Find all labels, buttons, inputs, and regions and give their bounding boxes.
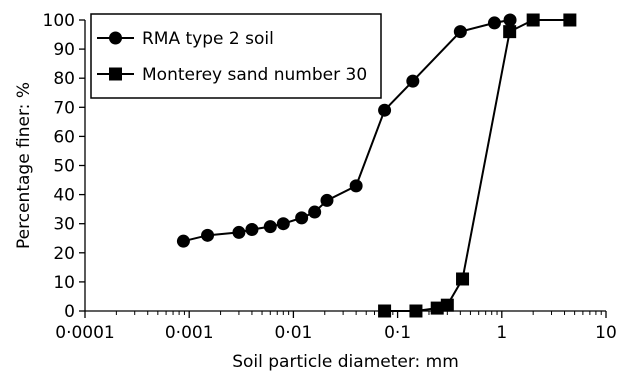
data-point-circle xyxy=(201,228,215,242)
legend-box xyxy=(90,13,382,99)
legend-label: Monterey sand number 30 xyxy=(142,65,367,85)
series-line xyxy=(384,19,570,312)
data-point-circle xyxy=(487,16,501,30)
y-tick-label: 80 xyxy=(53,69,75,89)
x-tick-label: 10 xyxy=(595,323,617,343)
data-point-circle xyxy=(263,220,277,234)
data-point-circle xyxy=(503,13,517,27)
data-point-circle xyxy=(308,205,322,219)
data-point-circle xyxy=(320,193,334,207)
data-point-circle xyxy=(276,217,290,231)
x-axis-ticks: 0·0001 0·001 0·01 0·1 1 10 xyxy=(55,311,617,343)
data-point-circle xyxy=(295,211,309,225)
x-axis-label: Soil particle diameter: mm xyxy=(232,352,459,372)
data-point-circle xyxy=(453,25,467,39)
data-point-circle xyxy=(406,74,420,88)
data-point-square xyxy=(503,25,517,39)
data-point-square xyxy=(526,13,540,27)
y-tick-label: 70 xyxy=(53,98,75,118)
x-tick-label: 1 xyxy=(496,323,507,343)
data-point-square xyxy=(378,304,392,318)
x-tick-label: 0·01 xyxy=(274,323,312,343)
y-tick-label: 40 xyxy=(53,186,75,206)
series-rma-type-2-soil xyxy=(176,13,517,248)
data-point-square xyxy=(456,272,470,286)
data-point-circle xyxy=(378,103,392,117)
y-tick-label: 10 xyxy=(53,273,75,293)
y-tick-label: 0 xyxy=(64,302,75,322)
data-point-circle xyxy=(176,234,190,248)
data-point-square xyxy=(409,304,423,318)
y-tick-label: 30 xyxy=(53,215,75,235)
legend-label: RMA type 2 soil xyxy=(142,29,274,49)
legend-marker-circle xyxy=(109,31,122,45)
y-tick-label: 90 xyxy=(53,40,75,60)
data-point-square xyxy=(430,301,444,315)
y-tick-label: 20 xyxy=(53,244,75,264)
data-point-circle xyxy=(245,223,259,237)
data-point-square xyxy=(563,13,577,27)
series-monterey-sand-30 xyxy=(378,13,577,318)
x-tick-label: 0·001 xyxy=(165,323,214,343)
data-point-circle xyxy=(232,225,246,239)
x-tick-label: 0·1 xyxy=(384,323,411,343)
y-axis-label: Percentage finer: % xyxy=(14,82,34,249)
legend: RMA type 2 soil Monterey sand number 30 xyxy=(90,13,382,99)
data-series xyxy=(176,13,577,318)
y-tick-label: 50 xyxy=(53,157,75,177)
x-tick-label: 0·0001 xyxy=(55,323,114,343)
data-point-circle xyxy=(349,179,363,193)
y-tick-label: 100 xyxy=(43,11,75,31)
data-point-square xyxy=(440,298,454,312)
legend-marker-square xyxy=(109,67,122,81)
y-axis-ticks: 0 10 20 30 40 50 60 70 80 90 100 xyxy=(43,11,85,322)
y-tick-label: 60 xyxy=(53,127,75,147)
